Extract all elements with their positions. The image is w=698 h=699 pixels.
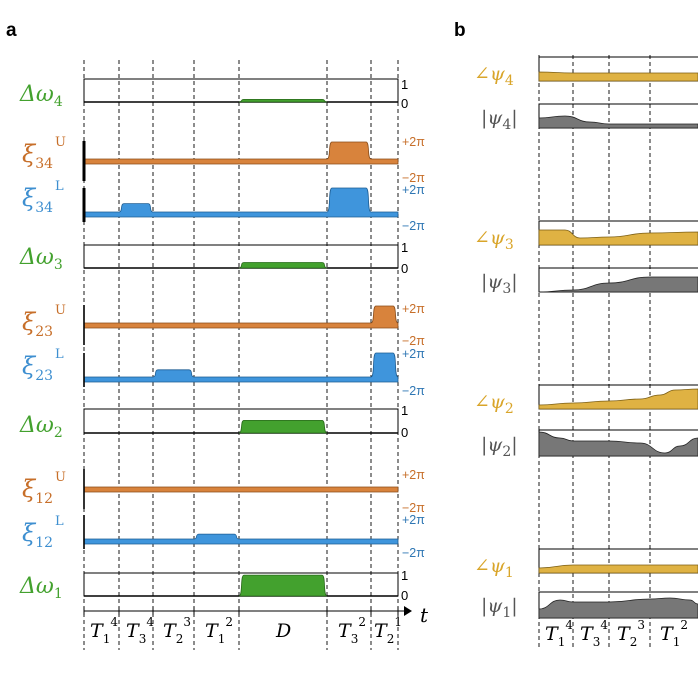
row-xi-34-upper: ξ34U +2π <box>22 135 425 181</box>
row-delta-omega-3: Δω3 1 0 <box>19 240 408 276</box>
tick-bottom: −2π <box>402 501 425 515</box>
row-label: ∠ψ1 <box>474 555 514 581</box>
phase-trace <box>83 187 399 218</box>
tick-top: 1 <box>401 403 408 418</box>
row-label: ∠ψ4 <box>474 63 514 89</box>
tick-top: 1 <box>401 240 408 255</box>
row-label: Δω3 <box>19 245 63 273</box>
row-label: ξ34L <box>22 179 64 216</box>
segment-label-D: D <box>275 620 291 642</box>
row-label: |ψ2| <box>481 434 518 460</box>
row-label: |ψ4| <box>481 107 518 133</box>
tick-bottom: −2π <box>402 546 425 560</box>
time-axis-label: t <box>420 603 429 627</box>
row-xi-12-upper: ξ12U +2π −2π <box>22 468 425 515</box>
row-label: ∠ψ2 <box>474 391 514 417</box>
segment-label-T1-2: T12 <box>205 615 233 646</box>
panel-a-segment-dividers <box>83 60 399 650</box>
segment-label-T3-2: T32 <box>338 615 366 646</box>
row-phase-psi-4: ∠ψ4 <box>474 56 698 89</box>
time-axis-ticks <box>83 607 399 615</box>
panel-a-letter: a <box>6 20 17 41</box>
row-label: |ψ1| <box>481 595 518 621</box>
row-label: ξ23L <box>22 347 64 384</box>
panel-b-wavefunction: ∠ψ4 |ψ4| ∠ψ3 |ψ3| ∠ψ2 | <box>474 55 698 650</box>
tick-top: +2π <box>402 468 425 482</box>
tick-bottom-upper: −2π <box>402 171 425 185</box>
tick-top: 1 <box>401 77 408 92</box>
segment-label-b-T3-4: T34 <box>580 618 608 649</box>
row-xi-34-lower: −2π ξ34L +2π −2π <box>22 171 425 233</box>
time-axis-arrow <box>404 606 412 616</box>
segment-label-T2-3: T23 <box>163 615 191 646</box>
phase-trace <box>83 305 399 329</box>
phase-trace <box>538 564 698 574</box>
detuning-pulse <box>238 98 328 103</box>
row-label: Δω4 <box>19 82 63 110</box>
phase-trace <box>83 486 399 493</box>
amplitude-trace <box>538 115 698 129</box>
row-label: ∠ψ3 <box>474 227 514 253</box>
panel-b-letter: b <box>454 20 466 41</box>
segment-label-b-T1-2: T12 <box>660 618 688 649</box>
segment-label-b-T2-3: T23 <box>617 618 645 649</box>
tick-top: +2π <box>402 302 425 316</box>
phase-trace <box>538 229 698 246</box>
amplitude-trace <box>538 276 698 293</box>
amplitude-trace <box>538 597 698 619</box>
tick-bottom: −2π <box>402 384 425 398</box>
row-amplitude-psi-1: |ψ1| <box>481 591 698 621</box>
panel-a-pulse-sequence: Δω4 1 0 ξ34U +2π −2π ξ34L +2π −2π Δω3 1 … <box>19 60 429 650</box>
phase-trace <box>83 352 399 383</box>
row-xi-23-upper: ξ23U +2π −2π <box>22 302 425 348</box>
row-label: ξ23U <box>22 303 66 340</box>
segment-label-b-T1-4: T14 <box>545 618 573 649</box>
tick-top: +2π <box>402 183 425 197</box>
tick-top: +2π <box>402 513 425 527</box>
phase-trace <box>538 388 698 410</box>
row-delta-omega-1: Δω1 1 0 <box>19 568 408 603</box>
tick-top: +2π <box>402 135 425 149</box>
row-phase-psi-1: ∠ψ1 <box>474 548 698 581</box>
detuning-box <box>83 78 399 103</box>
row-amplitude-psi-3: |ψ3| <box>481 267 698 297</box>
segment-labels-b: T14 T34 T23 T12 <box>545 618 688 649</box>
phase-trace <box>83 533 399 545</box>
tick-bottom: −2π <box>402 334 425 348</box>
row-label: ξ12U <box>22 470 66 507</box>
segment-label-T1-4: T14 <box>90 615 118 646</box>
amplitude-trace <box>538 431 698 457</box>
detuning-box <box>83 244 399 269</box>
row-delta-omega-4: Δω4 1 0 <box>19 77 408 111</box>
tick-top: 1 <box>401 568 408 583</box>
tick-bottom: −2π <box>402 219 425 233</box>
detuning-pulse <box>238 419 328 434</box>
detuning-pulse <box>238 262 328 269</box>
row-xi-23-lower: ξ23L +2π −2π <box>22 347 425 398</box>
tick-bottom: 0 <box>401 261 408 276</box>
phase-trace <box>83 141 399 165</box>
tick-top: +2π <box>402 347 425 361</box>
row-label: Δω2 <box>19 413 63 441</box>
row-label: ξ34U <box>22 135 66 172</box>
segment-label-T3-4: T34 <box>126 615 154 646</box>
panel-b-segment-dividers <box>538 55 651 650</box>
row-label: ξ12L <box>22 514 64 551</box>
tick-bottom: 0 <box>401 588 408 603</box>
row-phase-psi-3: ∠ψ3 <box>474 220 698 253</box>
detuning-pulse <box>238 574 328 597</box>
row-amplitude-psi-4: |ψ4| <box>481 103 698 133</box>
phase-trace <box>538 71 698 82</box>
segment-labels: T14 T34 T23 T12 D T32 T21 <box>90 615 402 646</box>
segment-label-T2-1: T21 <box>374 615 402 646</box>
row-amplitude-psi-2: |ψ2| <box>481 429 698 460</box>
row-label: |ψ3| <box>481 271 518 297</box>
row-label: Δω1 <box>19 574 63 602</box>
row-xi-12-lower: ξ12L +2π −2π <box>22 513 425 560</box>
row-delta-omega-2: Δω2 1 0 <box>19 403 408 441</box>
row-phase-psi-2: ∠ψ2 <box>474 384 698 417</box>
tick-bottom: 0 <box>401 425 408 440</box>
tick-bottom: 0 <box>401 96 408 111</box>
